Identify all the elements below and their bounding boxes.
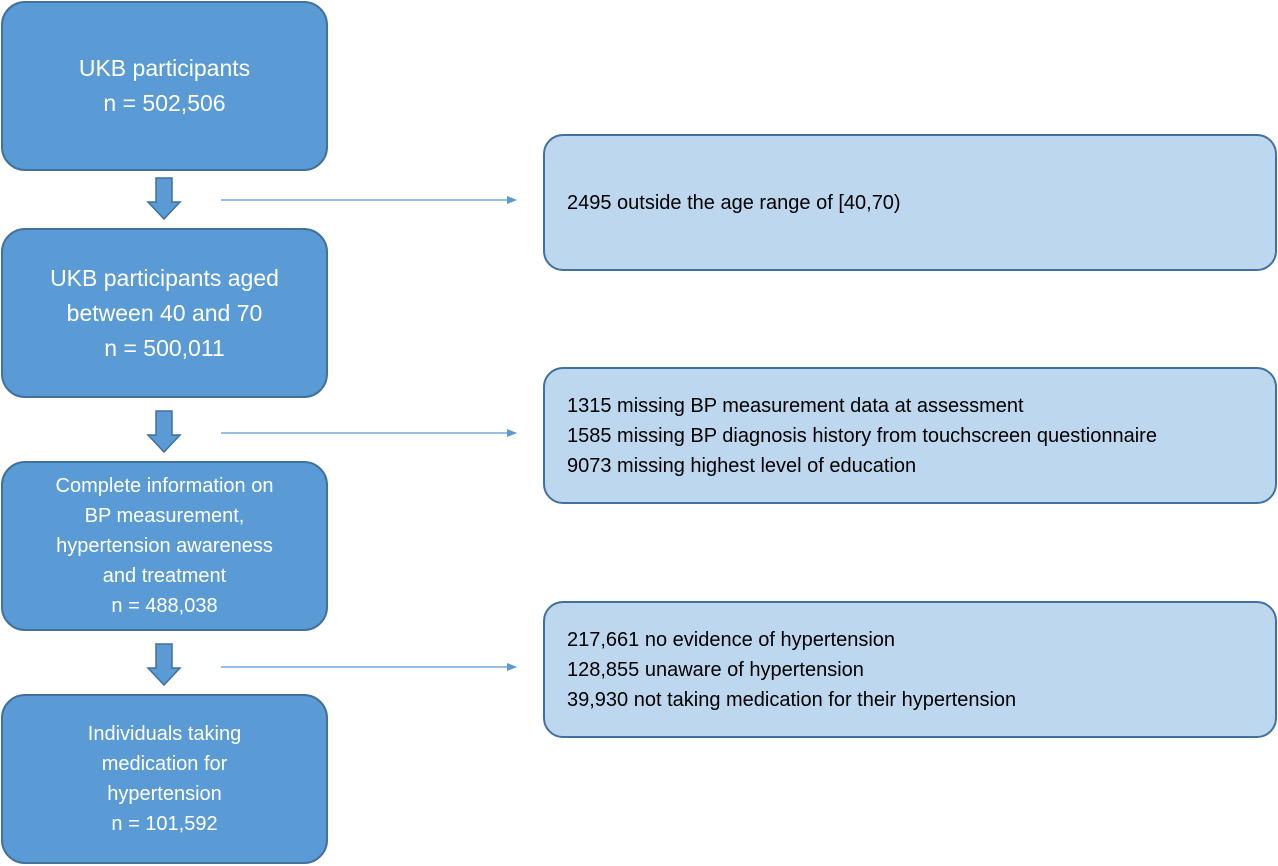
step-title: medication for [101,753,228,775]
exclusion-item: 128,855 unaware of hypertension [567,658,864,681]
exclusion-item: 9073 missing highest level of education [567,454,917,477]
step-count: n = 101,592 [111,813,218,835]
step-count: n = 500,011 [104,334,225,361]
step-box-taking-medication: Individuals taking medication for hypert… [1,694,328,864]
exclusion-item: 217,661 no evidence of hypertension [567,628,896,651]
step-title: hypertension awareness [56,535,273,557]
step-box-complete-information: Complete information on BP measurement, … [1,461,328,631]
exclusion-box-missing-data: 1315 missing BP measurement data at asse… [543,367,1277,504]
step-title: between 40 and 70 [66,299,263,326]
step-title: UKB participants aged [50,264,279,291]
step-title: and treatment [102,565,227,587]
down-arrow-icon [146,410,182,454]
step-count: n = 488,038 [111,595,218,617]
step-title: hypertension [107,783,222,805]
exclusion-item: 1585 missing BP diagnosis history from t… [567,424,1157,447]
exclusion-item: 2495 outside the age range of [40,70) [567,191,901,214]
step-box-aged-40-70: UKB participants aged between 40 and 70 … [1,228,328,398]
step-title: UKB participants [78,55,251,81]
down-arrow-icon [146,177,182,221]
step-title: Individuals taking [87,723,242,745]
step-title: BP measurement, [84,505,245,527]
step-title: Complete information on [55,475,274,497]
exclusion-box-hypertension-status: 217,661 no evidence of hypertension 128,… [543,601,1277,738]
step-box-all-participants: UKB participants n = 502,506 [1,1,328,171]
step-count: n = 502,506 [103,90,226,116]
down-arrow-icon [146,643,182,687]
exclusion-item: 39,930 not taking medication for their h… [567,688,1017,711]
exclusion-item: 1315 missing BP measurement data at asse… [567,394,1024,417]
exclusion-box-age-range: 2495 outside the age range of [40,70) [543,134,1277,271]
